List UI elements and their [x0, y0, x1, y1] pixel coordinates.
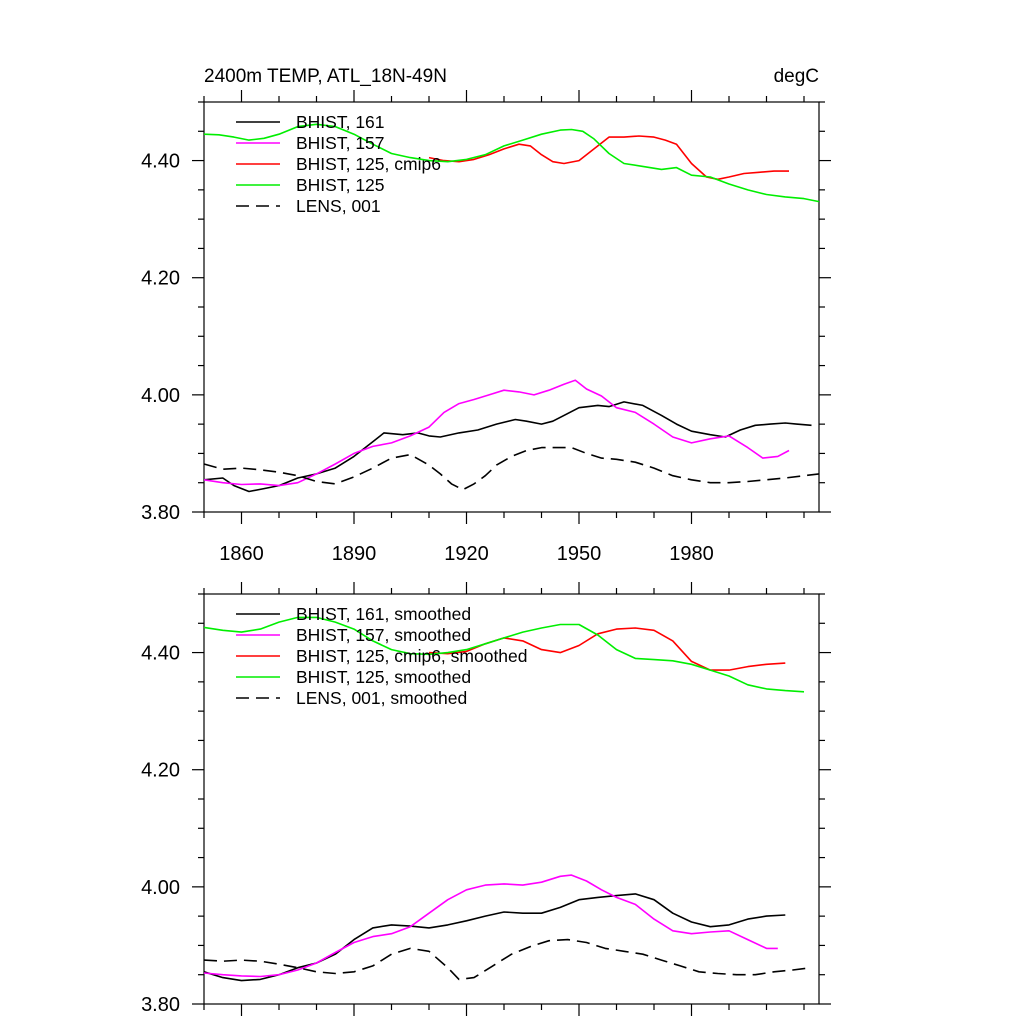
y-tick-label: 3.80 [141, 994, 180, 1016]
legend-label: BHIST, 157 [296, 133, 385, 153]
legend-label: LENS, 001, smoothed [296, 688, 467, 708]
legend-label: BHIST, 161, smoothed [296, 604, 471, 624]
series-line [428, 135, 789, 181]
legend-label: LENS, 001 [296, 196, 381, 216]
top-panel: 2400m TEMP, ATL_18N-49N degC 1860 1890 192… [141, 66, 831, 565]
series-line [203, 379, 790, 487]
axis-ticks-top: 1860 1890 1920 1950 1980 3.80 4.00 4.20 4.40 [141, 90, 831, 565]
y-tick-label: 3.80 [141, 502, 180, 524]
x-tick-label: 1860 [219, 543, 264, 565]
legend-label: BHIST, 157, smoothed [296, 625, 471, 645]
y-tick-label: 4.20 [141, 268, 180, 290]
series-line [203, 874, 778, 978]
bottom-panel: 3.804.004.204.40 BHIST, 161, smoothedBHI… [141, 582, 831, 1016]
legend-label: BHIST, 125, cmip6 [296, 154, 441, 174]
legend-label: BHIST, 161 [296, 112, 385, 132]
x-tick-label: 1920 [444, 543, 489, 565]
series-line [203, 123, 820, 203]
series-line [203, 616, 805, 693]
legend-label: BHIST, 125, smoothed [296, 667, 471, 687]
x-tick-label: 1980 [669, 543, 714, 565]
x-tick-label: 1890 [332, 543, 377, 565]
chart-title: 2400m TEMP, ATL_18N-49N [204, 66, 447, 87]
series-group-top [203, 123, 820, 493]
y-tick-label: 4.00 [141, 877, 180, 899]
y-tick-label: 4.20 [141, 760, 180, 782]
y-tick-label: 4.40 [141, 151, 180, 173]
series-line [203, 401, 812, 493]
legend-label: BHIST, 125, cmip6, smoothed [296, 646, 528, 666]
y-tick-label: 4.00 [141, 385, 180, 407]
series-group-bottom [203, 616, 812, 982]
y-tick-label: 4.40 [141, 643, 180, 665]
series-line [203, 893, 786, 982]
axis-ticks-bottom: 3.80 4.00 4.20 4.40 [141, 582, 831, 1016]
x-tick-label: 1950 [557, 543, 602, 565]
series-line [203, 446, 820, 491]
units-label: degC [774, 66, 819, 87]
series-line [203, 938, 812, 981]
legend-label: BHIST, 125 [296, 175, 385, 195]
